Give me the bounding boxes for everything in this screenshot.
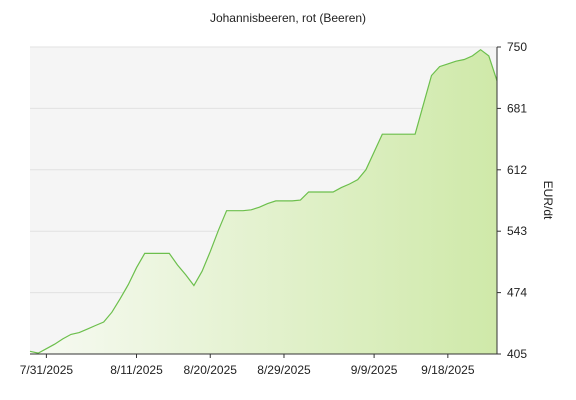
chart-title: Johannisbeeren, rot (Beeren) bbox=[210, 11, 366, 25]
y-tick-label: 612 bbox=[507, 163, 527, 177]
y-tick-label: 681 bbox=[507, 101, 527, 115]
series-line bbox=[29, 48, 498, 354]
series-area bbox=[30, 49, 497, 354]
x-tick-label: 8/29/2025 bbox=[257, 363, 311, 377]
y-axis-label: EUR/dt bbox=[541, 181, 555, 220]
x-tick-label: 9/9/2025 bbox=[351, 363, 398, 377]
x-tick-label: 7/31/2025 bbox=[20, 363, 74, 377]
y-axis-ticks: 405 474 543 612 681 750 bbox=[497, 40, 527, 361]
x-tick-label: 8/11/2025 bbox=[110, 363, 163, 377]
y-tick-label: 405 bbox=[507, 347, 527, 361]
y-tick-label: 750 bbox=[507, 40, 527, 54]
y-tick-label: 474 bbox=[507, 286, 527, 300]
y-tick-label: 543 bbox=[507, 224, 527, 238]
axes bbox=[30, 47, 498, 355]
x-axis-ticks: 7/31/2025 8/11/2025 8/20/2025 8/29/2025 9/9/… bbox=[20, 354, 475, 377]
x-tick-label: 9/18/2025 bbox=[421, 363, 475, 377]
x-tick-label: 8/20/2025 bbox=[184, 363, 238, 377]
